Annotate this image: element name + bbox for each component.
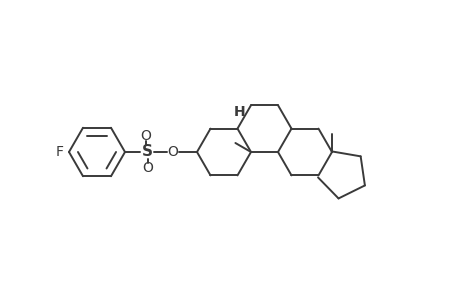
Text: F: F	[56, 145, 64, 159]
Text: O: O	[140, 129, 151, 143]
Text: H: H	[233, 105, 245, 118]
Text: O: O	[167, 145, 178, 159]
Text: O: O	[142, 161, 153, 175]
Text: S: S	[141, 145, 152, 160]
